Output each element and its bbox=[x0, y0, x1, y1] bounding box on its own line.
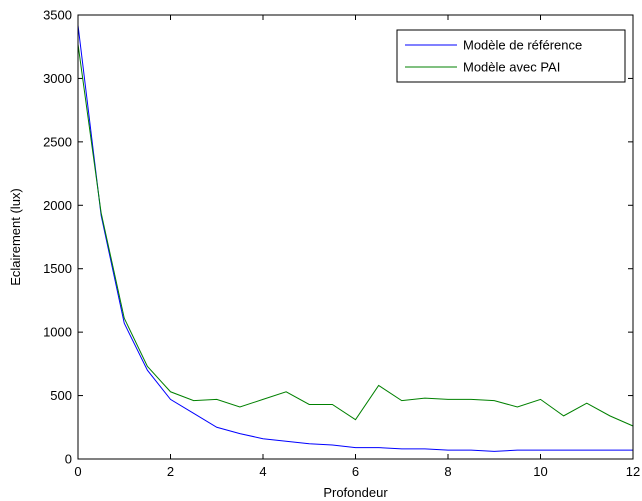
series-line-1 bbox=[77, 25, 633, 452]
y-axis-label: Eclairement (lux) bbox=[8, 188, 23, 286]
plot-frame bbox=[77, 14, 634, 460]
y-tick-label: 3500 bbox=[43, 8, 72, 23]
x-tick-label: 0 bbox=[74, 464, 81, 479]
y-tick-label: 500 bbox=[50, 388, 72, 403]
y-tick-label: 1500 bbox=[43, 261, 72, 276]
plot-area bbox=[78, 15, 633, 459]
x-tick-label: 6 bbox=[352, 464, 359, 479]
x-tick-label: 4 bbox=[259, 464, 266, 479]
y-tick-label: 3000 bbox=[43, 71, 72, 86]
plot-background bbox=[78, 15, 633, 459]
y-tick-label: 2000 bbox=[43, 198, 72, 213]
axes-box bbox=[77, 14, 634, 460]
series-group bbox=[77, 25, 634, 452]
y-tick-label: 1000 bbox=[43, 325, 72, 340]
legend-label-1: Modèle de référence bbox=[463, 38, 582, 53]
y-tick-label: 0 bbox=[65, 452, 72, 467]
x-axis-label: Profondeur bbox=[323, 485, 388, 500]
x-tick-label: 12 bbox=[626, 464, 640, 479]
legend: Modèle de référence Modèle avec PAI bbox=[396, 29, 626, 83]
x-tick-label: 2 bbox=[167, 464, 174, 479]
legend-box bbox=[396, 29, 626, 83]
x-tick-label: 8 bbox=[444, 464, 451, 479]
y-tick-label: 2500 bbox=[43, 134, 72, 149]
x-tick-label: 10 bbox=[533, 464, 547, 479]
series-line-2 bbox=[77, 44, 634, 427]
legend-label-2: Modèle avec PAI bbox=[463, 60, 560, 75]
